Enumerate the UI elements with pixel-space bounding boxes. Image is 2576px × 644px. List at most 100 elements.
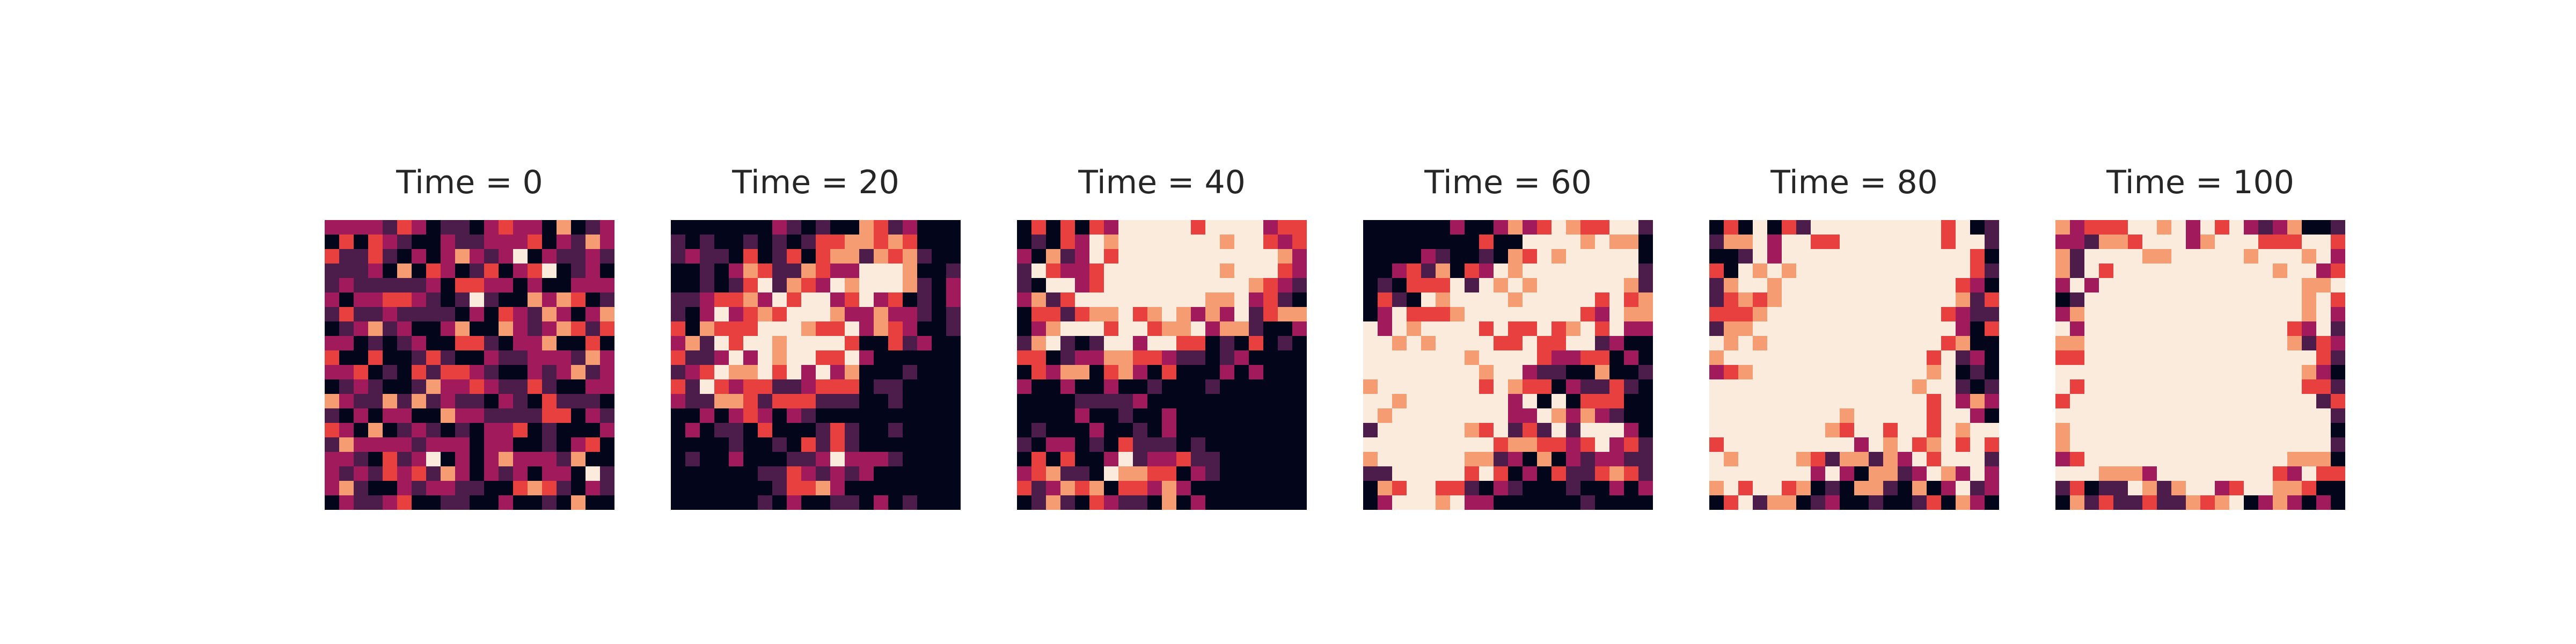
heatmap-cell <box>1133 235 1148 250</box>
heatmap-cell <box>1753 249 1768 264</box>
heatmap-cell <box>1104 423 1119 438</box>
heatmap-cell <box>1782 307 1797 322</box>
heatmap-cell <box>1133 220 1148 235</box>
heatmap-cell <box>2229 278 2244 293</box>
heatmap-cell <box>325 365 340 380</box>
heatmap-cell <box>441 452 456 467</box>
heatmap-cell <box>1854 307 1869 322</box>
heatmap-cell <box>470 307 485 322</box>
heatmap-cell <box>412 307 427 322</box>
heatmap-cell <box>1263 321 1278 336</box>
heatmap-cell <box>542 452 557 467</box>
heatmap-cell <box>397 423 412 438</box>
heatmap-cell <box>1956 336 1971 351</box>
heatmap-cell <box>2055 481 2070 496</box>
heatmap-cell <box>2273 437 2288 452</box>
heatmap-cell <box>671 336 686 351</box>
heatmap-cell <box>325 321 340 336</box>
heatmap-cell <box>1450 336 1465 351</box>
heatmap-cell <box>1162 365 1177 380</box>
heatmap-cell <box>1133 249 1148 264</box>
heatmap-cell <box>1767 466 1782 481</box>
heatmap-cell <box>1104 481 1119 496</box>
heatmap-cell <box>1927 379 1942 394</box>
heatmap-cell <box>2099 307 2114 322</box>
heatmap-cell <box>1060 481 1075 496</box>
panel-title: Time = 20 <box>732 164 899 201</box>
heatmap-cell <box>1363 365 1378 380</box>
heatmap-cell <box>2316 321 2331 336</box>
heatmap-cell <box>1738 321 1753 336</box>
heatmap-cell <box>528 408 543 423</box>
heatmap-cell <box>441 292 456 308</box>
heatmap-cell <box>1840 423 1855 438</box>
heatmap-cell <box>2258 394 2273 409</box>
heatmap-cell <box>528 336 543 351</box>
heatmap-cell <box>426 481 441 496</box>
heatmap-cell <box>1176 350 1191 365</box>
heatmap-cell <box>1263 466 1278 481</box>
heatmap-cell <box>2331 249 2345 264</box>
heatmap-cell <box>2200 394 2215 409</box>
heatmap-cell <box>1465 466 1480 481</box>
heatmap-cell <box>1970 466 1985 481</box>
heatmap-cell <box>1825 495 1840 510</box>
heatmap-cell <box>772 423 787 438</box>
heatmap-cell <box>542 336 557 351</box>
heatmap-cell <box>1089 452 1104 467</box>
heatmap-cell <box>1709 220 1724 235</box>
heatmap-cell <box>1638 321 1653 336</box>
heatmap-cell <box>1767 336 1782 351</box>
heatmap-cell <box>1176 220 1191 235</box>
heatmap-cell <box>1970 321 1985 336</box>
heatmap-cell <box>685 307 700 322</box>
heatmap-cell <box>1292 437 1307 452</box>
heatmap-cell <box>1782 379 1797 394</box>
heatmap-cell <box>1191 423 1206 438</box>
heatmap-cell <box>2215 292 2230 308</box>
heatmap-cell <box>1407 278 1422 293</box>
heatmap-cell <box>772 408 787 423</box>
heatmap-cell <box>2171 278 2186 293</box>
heatmap-cell <box>1552 495 1567 510</box>
heatmap-cell <box>816 249 831 264</box>
heatmap-cell <box>368 278 383 293</box>
heatmap-cell <box>801 249 816 264</box>
heatmap-cell <box>2084 278 2099 293</box>
heatmap-cell <box>557 437 572 452</box>
heatmap-cell <box>946 394 961 409</box>
heatmap-cell <box>368 495 383 510</box>
heatmap-cell <box>571 408 586 423</box>
heatmap-cell <box>528 437 543 452</box>
heatmap-cell <box>1724 292 1739 308</box>
heatmap-cell <box>542 379 557 394</box>
heatmap-cell <box>2287 379 2302 394</box>
heatmap-cell <box>1552 365 1567 380</box>
heatmap-cell <box>513 278 528 293</box>
heatmap-cell <box>600 249 614 264</box>
heatmap-cell <box>859 336 874 351</box>
heatmap-cell <box>325 408 340 423</box>
heatmap-cell <box>499 408 514 423</box>
heatmap-cell <box>397 350 412 365</box>
heatmap-cell <box>1898 292 1913 308</box>
heatmap-cell <box>2229 321 2244 336</box>
heatmap-cell <box>1811 307 1826 322</box>
heatmap-cell <box>484 292 499 308</box>
heatmap-cell <box>2171 350 2186 365</box>
heatmap-cell <box>859 307 874 322</box>
heatmap-cell <box>586 452 601 467</box>
heatmap-cell <box>1912 350 1927 365</box>
heatmap-cell <box>932 466 947 481</box>
heatmap-cell <box>1133 264 1148 279</box>
heatmap-cell <box>1249 292 1264 308</box>
heatmap-cell <box>917 466 932 481</box>
heatmap-cell <box>1580 365 1596 380</box>
heatmap-cell <box>1421 307 1436 322</box>
heatmap-cell <box>325 264 340 279</box>
heatmap-cell <box>874 437 889 452</box>
heatmap-cell <box>2171 264 2186 279</box>
heatmap-cell <box>1162 292 1177 308</box>
heatmap-cell <box>1046 278 1061 293</box>
heatmap-cell <box>1523 379 1538 394</box>
